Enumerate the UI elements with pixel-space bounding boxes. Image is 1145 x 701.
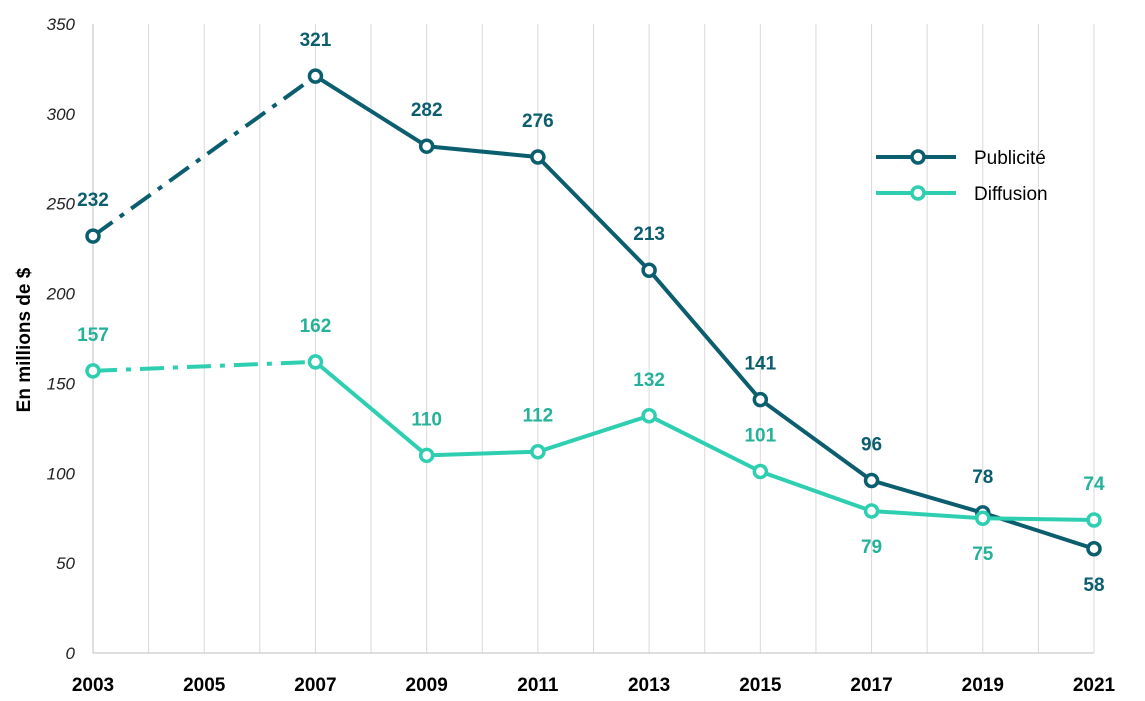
series-0: 232 321 282 276 213 141 96 78 58 <box>77 30 1104 596</box>
data-label: 162 <box>300 316 332 337</box>
data-point <box>975 510 991 526</box>
x-tick-label: 2005 <box>183 675 226 696</box>
y-tick-label: 300 <box>47 105 76 124</box>
data-label: 232 <box>77 190 109 211</box>
y-tick-label: 200 <box>46 285 76 304</box>
data-point <box>863 503 880 519</box>
data-point <box>307 68 324 84</box>
data-point <box>85 228 101 244</box>
y-tick-label: 0 <box>66 644 76 663</box>
data-label: 321 <box>300 30 332 51</box>
y-tick-label: 50 <box>56 554 75 573</box>
legend-label: Diffusion <box>974 184 1048 205</box>
y-tick-label: 100 <box>47 464 76 483</box>
x-tick-label: 2013 <box>628 675 670 696</box>
x-tick-label: 2007 <box>294 675 336 696</box>
data-point <box>1086 541 1102 557</box>
series-line <box>314 74 1095 551</box>
series-line-dashed <box>92 359 316 373</box>
series-1: 157 162 110 112 132 101 79 75 74 <box>77 316 1105 565</box>
data-label: 58 <box>1083 575 1104 596</box>
data-point <box>418 138 435 154</box>
legend-marker <box>910 185 926 201</box>
x-tick-label: 2003 <box>72 675 114 696</box>
grid-lines <box>148 24 1095 653</box>
data-label: 74 <box>1083 474 1105 495</box>
x-tick-label: 2011 <box>517 675 559 696</box>
series-line <box>314 360 1095 523</box>
data-point <box>641 262 657 278</box>
x-tick-label: 2015 <box>739 675 782 696</box>
data-label: 132 <box>633 370 665 391</box>
data-point <box>530 443 546 460</box>
data-label: 101 <box>744 425 776 446</box>
y-tick-label: 350 <box>47 15 76 34</box>
data-label: 276 <box>522 111 554 132</box>
x-tick-label: 2021 <box>1073 675 1116 696</box>
data-label: 78 <box>972 467 993 488</box>
data-point <box>530 149 546 165</box>
data-point <box>85 363 101 379</box>
data-label: 141 <box>744 354 776 375</box>
data-label: 112 <box>523 406 554 427</box>
data-label: 157 <box>77 325 109 346</box>
data-point <box>752 391 769 408</box>
legend-marker <box>910 149 926 165</box>
data-point <box>307 354 324 370</box>
legend-label: Publicité <box>974 148 1046 169</box>
axes: 0 50 100 150 200 250 300 350 2003 2005 2007 2009 201… <box>46 15 1116 696</box>
data-point <box>1086 512 1102 528</box>
data-point <box>752 463 769 480</box>
data-label: 96 <box>861 434 882 455</box>
data-label: 110 <box>411 409 442 430</box>
data-label: 79 <box>861 537 882 558</box>
data-point <box>641 408 657 424</box>
y-tick-label: 250 <box>46 195 76 214</box>
data-point <box>418 447 435 464</box>
y-tick-label: 150 <box>47 374 76 393</box>
x-tick-label: 2019 <box>962 675 1004 696</box>
x-tick-label: 2017 <box>850 675 892 696</box>
data-label: 75 <box>972 544 994 565</box>
data-label: 282 <box>411 100 443 121</box>
data-point <box>863 472 880 489</box>
y-axis-label: En millions de $ <box>14 267 35 412</box>
data-label: 213 <box>633 224 665 245</box>
legend: Publicité Diffusion <box>876 148 1048 205</box>
x-tick-label: 2009 <box>406 675 448 696</box>
